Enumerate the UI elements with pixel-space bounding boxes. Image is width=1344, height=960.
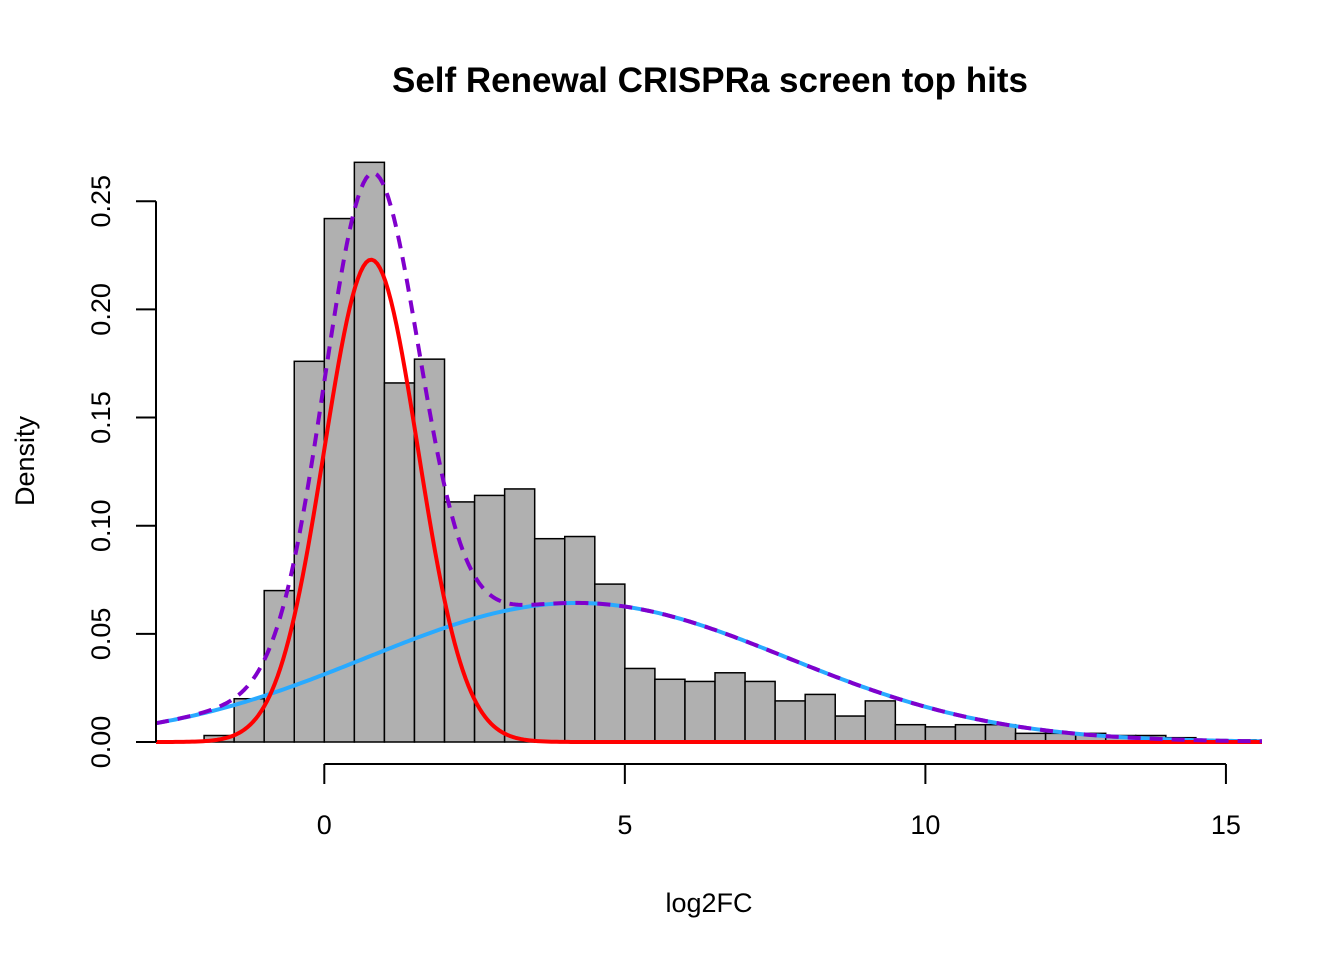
x-tick-label: 10 — [910, 810, 940, 840]
histogram-bar — [263, 589, 295, 743]
y-tick-label: 0.15 — [86, 391, 116, 444]
histogram-bar — [624, 667, 656, 743]
histogram-bar — [954, 723, 987, 743]
histogram-bar — [834, 715, 867, 743]
y-axis: 0.00 0.05 0.10 0.15 0.20 0.25 — [86, 175, 157, 769]
x-axis: 0 5 10 15 — [317, 763, 1241, 840]
histogram-bar — [894, 723, 927, 743]
histogram-bar — [744, 680, 776, 743]
x-axis-label: log2FC — [665, 888, 752, 918]
y-tick-label: 0.10 — [86, 499, 116, 552]
histogram-bar — [924, 726, 957, 743]
histogram-bars — [203, 161, 1257, 743]
y-axis-label: Density — [10, 415, 40, 506]
histogram-bar — [804, 693, 836, 743]
component-1-curve — [155, 257, 1262, 744]
chart-title: Self Renewal CRISPRa screen top hits — [392, 61, 1028, 100]
y-tick-label: 0.25 — [86, 175, 116, 228]
y-tick-label: 0.05 — [86, 608, 116, 661]
histogram-bar — [413, 358, 446, 743]
density-curves — [155, 171, 1263, 744]
histogram-bar — [533, 537, 566, 743]
histogram-bar — [774, 700, 806, 743]
histogram-bar — [563, 535, 596, 743]
histogram-bar — [654, 678, 686, 743]
x-tick-label: 5 — [617, 810, 632, 840]
x-tick-label: 15 — [1211, 810, 1241, 840]
mixture-density-curve — [155, 171, 1263, 744]
histogram-bar — [383, 382, 416, 743]
y-tick-label: 0.20 — [86, 283, 116, 336]
y-tick-label: 0.00 — [86, 716, 116, 769]
histogram-bar — [714, 672, 746, 743]
histogram-bar — [864, 700, 897, 743]
histogram-bar — [503, 488, 536, 743]
histogram-bar — [594, 583, 626, 743]
histogram-bar — [684, 680, 716, 743]
x-tick-label: 0 — [317, 810, 332, 840]
